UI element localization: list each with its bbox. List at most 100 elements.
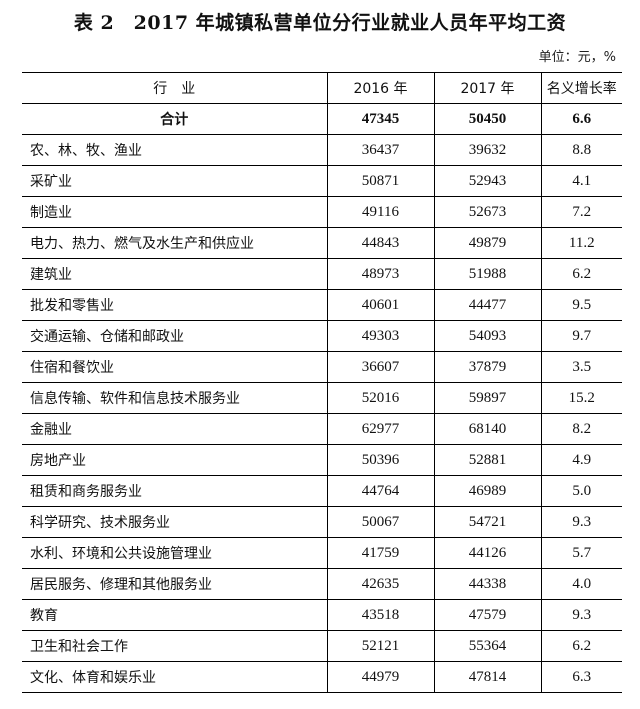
value-2016: 41759 [326, 537, 435, 569]
value-2016: 44979 [326, 661, 435, 693]
total-growth: 6.6 [540, 103, 622, 135]
value-2016: 49116 [326, 196, 435, 228]
table-row: 交通运输、仓储和邮政业 49303 54093 9.7 [22, 320, 622, 352]
industry-name: 建筑业 [22, 258, 328, 290]
value-2016: 50067 [326, 506, 435, 538]
table-row: 卫生和社会工作 52121 55364 6.2 [22, 630, 622, 662]
table-row: 建筑业 48973 51988 6.2 [22, 258, 622, 290]
value-2016: 62977 [326, 413, 435, 445]
value-2017: 52943 [433, 165, 542, 197]
value-2016: 42635 [326, 568, 435, 600]
growth-rate: 6.3 [540, 661, 622, 693]
growth-rate: 3.5 [540, 351, 622, 383]
value-2017: 52673 [433, 196, 542, 228]
value-2017: 49879 [433, 227, 542, 259]
value-2017: 46989 [433, 475, 542, 507]
growth-rate: 15.2 [540, 382, 622, 414]
growth-rate: 9.3 [540, 599, 622, 631]
industry-name: 卫生和社会工作 [22, 630, 328, 662]
value-2017: 59897 [433, 382, 542, 414]
industry-name: 教育 [22, 599, 328, 631]
value-2017: 55364 [433, 630, 542, 662]
growth-rate: 8.2 [540, 413, 622, 445]
table-row: 制造业 49116 52673 7.2 [22, 196, 622, 228]
industry-name: 信息传输、软件和信息技术服务业 [22, 382, 328, 414]
growth-rate: 6.2 [540, 258, 622, 290]
industry-name: 租赁和商务服务业 [22, 475, 328, 507]
value-2016: 44843 [326, 227, 435, 259]
growth-rate: 5.7 [540, 537, 622, 569]
value-2016: 40601 [326, 289, 435, 321]
table-row: 农、林、牧、渔业 36437 39632 8.8 [22, 134, 622, 166]
table-row: 租赁和商务服务业 44764 46989 5.0 [22, 475, 622, 507]
industry-name: 交通运输、仓储和邮政业 [22, 320, 328, 352]
value-2017: 44126 [433, 537, 542, 569]
value-2016: 50871 [326, 165, 435, 197]
table-row: 教育 43518 47579 9.3 [22, 599, 622, 631]
value-2017: 68140 [433, 413, 542, 445]
value-2016: 49303 [326, 320, 435, 352]
wage-table: 行 业 2016 年 2017 年 名义增长率 合计 47345 50450 6… [22, 72, 622, 693]
value-2016: 36607 [326, 351, 435, 383]
unit-note: 单位：元，% [538, 50, 616, 65]
value-2017: 47579 [433, 599, 542, 631]
value-2016: 44764 [326, 475, 435, 507]
growth-rate: 7.2 [540, 196, 622, 228]
value-2016: 52121 [326, 630, 435, 662]
table-title: 表 2 2017 年城镇私营单位分行业就业人员年平均工资 [73, 12, 567, 34]
industry-name: 居民服务、修理和其他服务业 [22, 568, 328, 600]
growth-rate: 9.3 [540, 506, 622, 538]
growth-rate: 5.0 [540, 475, 622, 507]
industry-name: 电力、热力、燃气及水生产和供应业 [22, 227, 328, 259]
table-row: 采矿业 50871 52943 4.1 [22, 165, 622, 197]
value-2016: 36437 [326, 134, 435, 166]
value-2017: 54721 [433, 506, 542, 538]
growth-rate: 11.2 [540, 227, 622, 259]
table-row: 住宿和餐饮业 36607 37879 3.5 [22, 351, 622, 383]
table-row: 居民服务、修理和其他服务业 42635 44338 4.0 [22, 568, 622, 600]
growth-rate: 4.9 [540, 444, 622, 476]
value-2016: 43518 [326, 599, 435, 631]
growth-rate: 9.5 [540, 289, 622, 321]
total-2017: 50450 [433, 103, 542, 135]
header-industry: 行 业 [22, 72, 328, 104]
growth-rate: 9.7 [540, 320, 622, 352]
industry-name: 制造业 [22, 196, 328, 228]
industry-name: 农、林、牧、渔业 [22, 134, 328, 166]
total-2016: 47345 [326, 103, 435, 135]
value-2017: 44338 [433, 568, 542, 600]
growth-rate: 6.2 [540, 630, 622, 662]
industry-name: 房地产业 [22, 444, 328, 476]
table-row: 水利、环境和公共设施管理业 41759 44126 5.7 [22, 537, 622, 569]
table-row: 金融业 62977 68140 8.2 [22, 413, 622, 445]
header-row: 行 业 2016 年 2017 年 名义增长率 [22, 72, 622, 104]
industry-name: 住宿和餐饮业 [22, 351, 328, 383]
table-row: 信息传输、软件和信息技术服务业 52016 59897 15.2 [22, 382, 622, 414]
industry-name: 金融业 [22, 413, 328, 445]
header-growth-rate: 名义增长率 [540, 72, 622, 104]
industry-name: 科学研究、技术服务业 [22, 506, 328, 538]
total-row: 合计 47345 50450 6.6 [22, 103, 622, 135]
header-2017: 2017 年 [433, 72, 542, 104]
growth-rate: 4.1 [540, 165, 622, 197]
value-2016: 52016 [326, 382, 435, 414]
industry-name: 采矿业 [22, 165, 328, 197]
table-row: 电力、热力、燃气及水生产和供应业 44843 49879 11.2 [22, 227, 622, 259]
table-row: 科学研究、技术服务业 50067 54721 9.3 [22, 506, 622, 538]
value-2017: 44477 [433, 289, 542, 321]
value-2017: 47814 [433, 661, 542, 693]
table-row: 房地产业 50396 52881 4.9 [22, 444, 622, 476]
value-2016: 50396 [326, 444, 435, 476]
value-2017: 52881 [433, 444, 542, 476]
total-label: 合计 [22, 103, 328, 135]
growth-rate: 4.0 [540, 568, 622, 600]
value-2017: 51988 [433, 258, 542, 290]
industry-name: 批发和零售业 [22, 289, 328, 321]
growth-rate: 8.8 [540, 134, 622, 166]
header-2016: 2016 年 [326, 72, 435, 104]
industry-name: 水利、环境和公共设施管理业 [22, 537, 328, 569]
value-2017: 39632 [433, 134, 542, 166]
table-row: 文化、体育和娱乐业 44979 47814 6.3 [22, 661, 622, 693]
value-2016: 48973 [326, 258, 435, 290]
table-row: 批发和零售业 40601 44477 9.5 [22, 289, 622, 321]
